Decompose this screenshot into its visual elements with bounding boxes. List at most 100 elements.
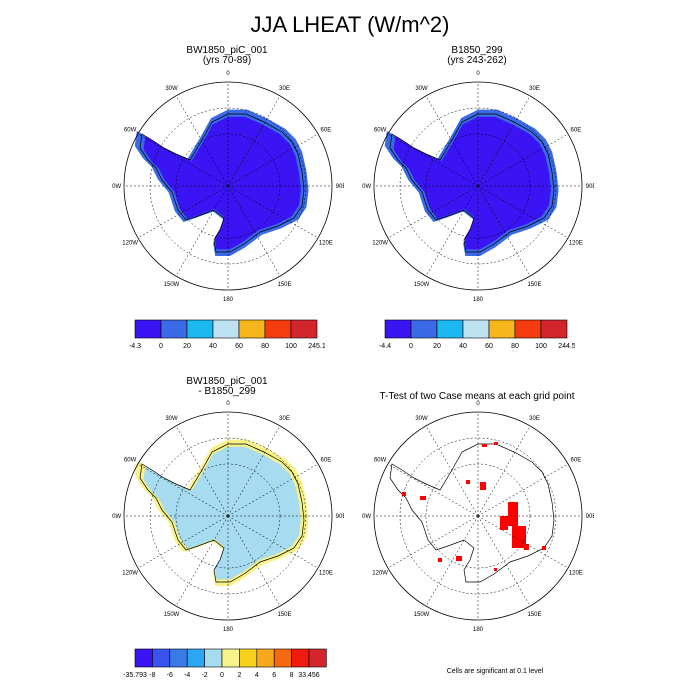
map-tl-coastline (139, 113, 305, 253)
map-tl-meridian-4 (227, 185, 319, 239)
cbar-tl-swatch-0 (134, 319, 162, 339)
cbar-tr-swatch-1 (410, 319, 438, 339)
significant-cell-6 (494, 442, 498, 445)
cbar-bl-swatch-6 (239, 648, 258, 668)
colorbar-tl: -4.3 0 20 40 60 80 100 245.1 (129, 319, 325, 350)
cbar-tl-label-2: 20 (183, 343, 191, 350)
significant-cell-10 (438, 558, 442, 562)
map-tr-lon-label-9: 90W (362, 184, 372, 190)
map-bl-meridian-5 (227, 515, 281, 607)
map-br-meridian-1 (477, 425, 531, 517)
map-br-lon-label-2: 60E (571, 458, 582, 464)
map-tr-meridian-4 (477, 185, 569, 239)
cbar-tl-swatch-4 (238, 319, 266, 339)
map-tr-lon-label-6: 180 (473, 297, 484, 303)
cbar-bl-label-0: -35.793 (123, 672, 147, 679)
cbar-tl-swatch-2 (186, 319, 214, 339)
cbar-bl-label-2: -6 (167, 672, 173, 679)
cbar-tr-label-2: 20 (433, 343, 441, 350)
map-tr-interior-field (393, 116, 551, 250)
map-tl-lon-label-0: 0 (226, 71, 230, 77)
map-bl-meridian-7 (175, 515, 229, 607)
significant-cell-0 (508, 502, 518, 526)
cbar-tr-label-3: 40 (459, 343, 467, 350)
map-br-meridian-2 (477, 463, 569, 517)
main-title: JJA LHEAT (W/m^2) (250, 12, 450, 37)
map-tl-lon-label-8: 120W (122, 241, 138, 247)
map-tl-meridian-2 (227, 133, 319, 187)
cbar-tl-label-1: 0 (159, 343, 163, 350)
map-br-lon-label-8: 120W (372, 571, 388, 577)
map-bl-meridian-4 (227, 515, 319, 569)
cbar-bl-swatch-8 (273, 648, 292, 668)
map-br-meridian-10 (387, 463, 479, 517)
map-tl-lon-label-9: 90W (112, 184, 122, 190)
map-tl-lon-label-4: 120E (319, 241, 333, 247)
map-tr-lon-label-10: 60W (374, 128, 387, 134)
map-br-lon-label-7: 150W (414, 612, 430, 618)
map-bl-meridian-2 (227, 463, 319, 517)
map-bl-interior-field (143, 446, 301, 580)
cbar-bl-swatch-4 (204, 648, 223, 668)
map-br-lon-label-3: 90E (586, 514, 594, 520)
map-tl-meridian-11 (175, 95, 229, 187)
map-tr-meridian-8 (387, 185, 479, 239)
map-tl-lon-label-10: 60W (124, 128, 137, 134)
map-tr-meridian-10 (387, 133, 479, 187)
map-bl-meridian-11 (175, 425, 229, 517)
cbar-tl-label-3: 40 (209, 343, 217, 350)
cbar-bl-swatch-5 (221, 648, 240, 668)
map-br-lon-label-6: 180 (473, 627, 484, 633)
cbar-tr-swatch-3 (462, 319, 490, 339)
map-bl-lon-label-4: 120E (319, 571, 333, 577)
map-bl-meridian-1 (227, 425, 281, 517)
significant-cell-5 (482, 444, 487, 447)
map-br-lon-label-10: 60W (374, 458, 387, 464)
map-tl-boundary-circle (123, 81, 333, 291)
cbar-bl-swatch-10 (308, 648, 327, 668)
cbar-tl-swatch-3 (212, 319, 240, 339)
panel-tr-title-years: (yrs 243-262) (447, 55, 507, 66)
map-br: 0 30E 60E 90E 120E 150E 180 150W 120W 90W 60W 30W (362, 401, 594, 633)
cbar-bl-swatch-1 (152, 648, 171, 668)
significant-cell-11 (524, 544, 529, 550)
map-tl-lon-label-2: 60E (321, 128, 332, 134)
cbar-bl-label-7: 4 (255, 672, 259, 679)
map-bl-lon-label-3: 90E (336, 514, 344, 520)
map-bl-lon-label-5: 150E (277, 612, 291, 618)
map-tr-meridian-5 (477, 185, 531, 277)
map-tl-meridian-8 (137, 185, 229, 239)
map-bl-lon-label-2: 60E (321, 458, 332, 464)
map-tr-lon-label-3: 90E (586, 184, 594, 190)
map-br-meridian-11 (425, 425, 479, 517)
map-tr-coastline (389, 113, 555, 253)
map-br-coastline (389, 443, 555, 583)
panel-bl-title-diff: - B1850_299 (198, 386, 256, 397)
map-tr-boundary-circle (373, 81, 583, 291)
map-tr-lon-label-7: 150W (414, 282, 430, 288)
map-tr-meridian-1 (477, 95, 531, 187)
map-tr-lon-label-8: 120W (372, 241, 388, 247)
cbar-tr-label-7: 244.5 (558, 343, 575, 350)
cbar-bl-swatch-0 (134, 648, 153, 668)
significant-cell-12 (542, 546, 546, 550)
map-tr-meridian-7 (425, 185, 479, 277)
cbar-bl-label-6: 2 (237, 672, 241, 679)
cbar-bl-label-5: 0 (220, 672, 224, 679)
map-tr-lon-label-0: 0 (476, 71, 480, 77)
map-tl-meridian-10 (137, 133, 229, 187)
map-bl-meridian-10 (137, 463, 229, 517)
map-tr-lon-label-5: 150E (527, 282, 541, 288)
cbar-tl-label-7: 245.1 (308, 343, 325, 350)
cbar-tr-swatch-6 (540, 319, 568, 339)
map-bl-lon-label-6: 180 (223, 627, 234, 633)
significance-note: Cells are significant at 0.1 level (446, 668, 544, 675)
cbar-tr-label-5: 80 (511, 343, 519, 350)
cbar-tl-label-4: 60 (235, 343, 243, 350)
significant-cell-2 (500, 516, 508, 530)
cbar-tr-swatch-2 (436, 319, 464, 339)
cbar-tr-label-4: 60 (485, 343, 493, 350)
cbar-tl-swatch-6 (290, 319, 318, 339)
cbar-tl-label-5: 80 (261, 343, 269, 350)
map-tl-lon-label-11: 30W (165, 86, 178, 92)
